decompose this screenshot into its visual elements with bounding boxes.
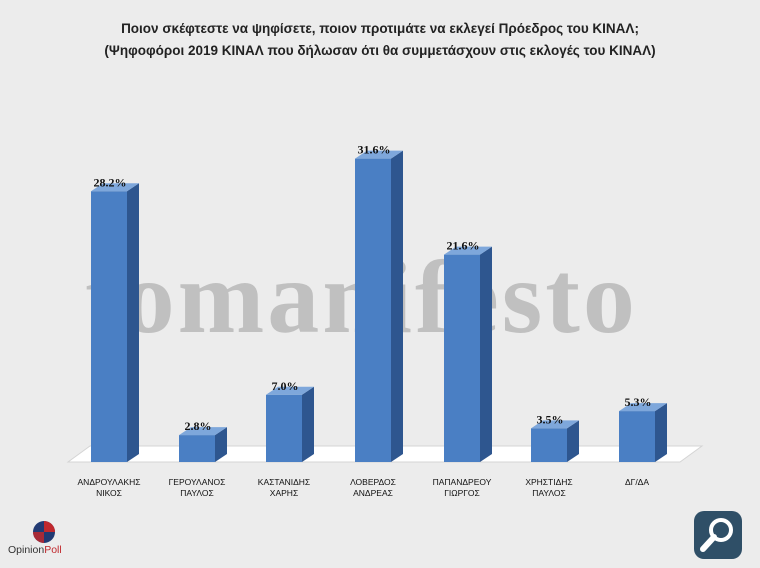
bar-top [531,420,579,429]
bar-side [567,420,579,462]
bar-side [302,386,314,462]
data-label: 21.6% [447,239,480,253]
opinionpoll-logo: OpinionPoll [8,520,88,560]
data-label: 28.2% [94,175,127,189]
bar-1 [91,183,139,462]
bar-7 [619,403,667,462]
bar-front [266,394,302,462]
bar-front [444,254,480,462]
category-label: ΧΡΗΣΤΙΔΗΣ ΠΑΥΛΟΣ [525,477,572,498]
bar-top [266,386,314,395]
chart-title: Ποιον σκέφτεστε να ψηφίσετε, ποιον προτι… [0,18,760,62]
data-label: 31.6% [358,143,391,157]
bar-front [179,435,215,462]
category-label: ΚΑΣΤΑΝΙΔΗΣ ΧΑΡΗΣ [258,477,310,498]
category-label: ΠΑΠΑΝΔΡΕΟΥ ΓΙΩΡΓΟΣ [433,477,492,498]
bar-top [355,150,403,159]
bar-side [391,150,403,462]
logo-text-opinion: Opinion [8,544,45,556]
bar-side [127,183,139,462]
category-label: ΛΟΒΕΡΔΟΣ ΑΝΔΡΕΑΣ [350,477,396,498]
category-label: ΔΓ/ΔΑ [625,477,649,487]
bar-top [444,246,492,255]
category-label: ΓΕΡΟΥΛΑΝΟΣ ΠΑΥΛΟΣ [169,477,226,498]
data-label: 2.8% [185,419,212,433]
bar-6 [531,420,579,462]
bar-3 [266,386,314,462]
data-label: 3.5% [537,412,564,426]
category-label: ΑΝΔΡΟΥΛΑΚΗΣ ΝΙΚΟΣ [78,477,141,498]
bar-top [91,183,139,192]
bar-5 [444,246,492,462]
chart-title-line-1: Ποιον σκέφτεστε να ψηφίσετε, ποιον προτι… [121,21,639,36]
data-label: 5.3% [625,395,652,409]
magnifier-icon [700,518,733,552]
bar-side [215,427,227,462]
bar-2 [179,427,227,462]
bar-front [91,191,127,462]
bar-top [619,403,667,412]
data-label: 7.0% [272,379,299,393]
logo-text-poll: Poll [44,544,62,556]
bar-front [355,158,391,462]
bar-front [531,428,567,462]
bar-side [655,403,667,462]
bar-4 [355,150,403,462]
bar-side [480,246,492,462]
bar-front [619,411,655,462]
bar-top [179,427,227,436]
chart-title-line-2: (Ψηφοφόροι 2019 ΚΙΝΑΛ που δήλωσαν ότι θα… [104,43,656,58]
search-button[interactable] [694,511,742,559]
